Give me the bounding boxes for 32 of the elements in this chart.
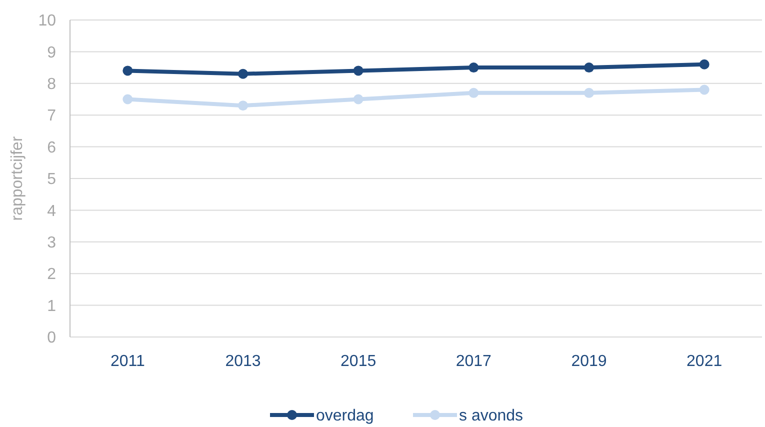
legend-label: overdag: [316, 408, 374, 425]
y-tick-label: 8: [47, 76, 56, 93]
y-tick-label: 4: [47, 202, 56, 220]
point: [353, 66, 364, 76]
x-tick-label: 2019: [571, 353, 607, 370]
y-tick-label: 6: [47, 139, 56, 156]
point: [122, 94, 133, 104]
point: [699, 59, 710, 70]
point: [353, 94, 364, 104]
y-tick-label: 10: [38, 12, 56, 30]
y-tick-label: 7: [47, 108, 56, 125]
x-tick-label: 2017: [456, 353, 492, 370]
point: [468, 88, 479, 98]
x-tick-label: 2013: [225, 353, 261, 370]
legend-label: s avonds: [459, 408, 524, 425]
y-axis-title: rapportcijfer: [9, 136, 26, 221]
y-tick-label: 0: [47, 330, 56, 347]
y-tick-label: 1: [47, 298, 56, 315]
point: [238, 100, 248, 111]
point: [584, 62, 594, 73]
point: [699, 84, 710, 95]
point: [468, 62, 479, 73]
y-tick-label: 2: [47, 266, 56, 284]
y-tick-label: 5: [47, 171, 56, 188]
point: [238, 68, 248, 79]
x-tick-label: 2021: [686, 353, 722, 370]
y-tick-label: 3: [47, 234, 56, 252]
y-tick-label: 9: [47, 44, 56, 62]
point: [122, 66, 133, 76]
x-tick-label: 2011: [110, 353, 145, 370]
point: [584, 88, 594, 98]
x-tick-label: 2015: [340, 353, 376, 370]
